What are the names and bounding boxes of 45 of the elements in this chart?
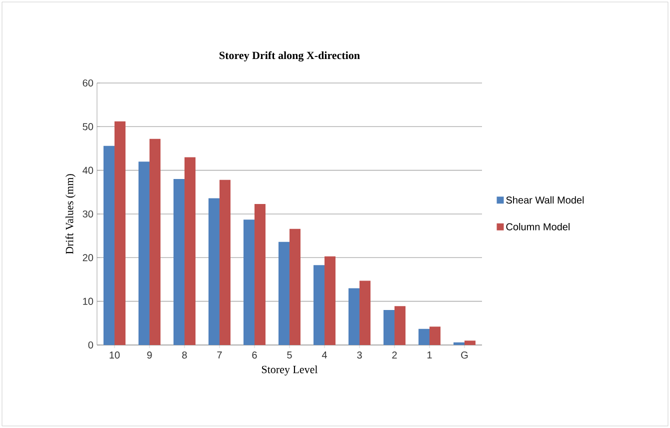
bar: [278, 242, 290, 345]
bar: [184, 157, 196, 345]
bar: [360, 280, 371, 345]
x-tick-label: 7: [217, 352, 222, 358]
x-axis-title: Storey Level: [262, 365, 318, 376]
bar: [208, 198, 220, 345]
bar: [384, 310, 394, 345]
bar: [290, 228, 300, 345]
x-tick-label: G: [461, 352, 468, 359]
y-tick-label: 50: [82, 123, 94, 130]
bar: [104, 146, 115, 345]
y-axis-title: Drift Values (mm): [65, 174, 76, 254]
bar: [454, 342, 464, 345]
y-tick-label: 10: [83, 298, 94, 305]
bar: [464, 340, 476, 345]
bar: [220, 180, 231, 345]
x-tick-label: 8: [182, 352, 187, 359]
bar: [114, 121, 126, 345]
chart-title: Storey Drift along X-direction: [220, 51, 360, 62]
y-tick-label: 60: [82, 79, 94, 87]
x-tick-label: 4: [322, 352, 327, 358]
bar: [254, 204, 266, 345]
y-tick-label: 0: [88, 341, 94, 349]
bar: [174, 179, 185, 345]
bar: [244, 220, 255, 345]
y-tick-label: 30: [82, 210, 94, 218]
legend-label: Column Model: [506, 222, 570, 230]
y-tick-label: 20: [82, 254, 94, 262]
y-tick-label: 40: [82, 166, 94, 174]
bar: [138, 162, 150, 345]
x-tick-label: 9: [147, 352, 152, 359]
bar: [430, 326, 440, 345]
bar: [150, 138, 161, 345]
bar: [324, 256, 336, 345]
x-tick-label: 2: [392, 352, 397, 358]
bar: [314, 265, 324, 345]
bar: [394, 306, 406, 345]
x-tick-label: 6: [252, 352, 257, 359]
bar: [418, 328, 430, 345]
x-tick-label: 5: [287, 352, 292, 358]
x-tick-label: 10: [110, 352, 120, 359]
x-tick-label: 3: [357, 352, 362, 359]
legend-label: Shear Wall Model: [506, 196, 584, 204]
bar: [348, 288, 360, 345]
x-tick-label: 1: [427, 352, 432, 358]
